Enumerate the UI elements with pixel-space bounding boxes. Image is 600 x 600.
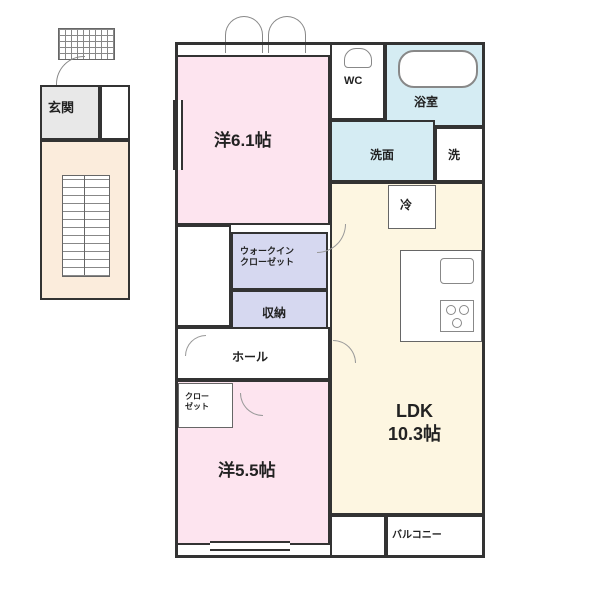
label-washer: 洗 bbox=[448, 148, 460, 163]
label-hall: ホール bbox=[232, 350, 268, 365]
entry-side bbox=[100, 85, 130, 140]
label-bath: 浴室 bbox=[414, 95, 438, 110]
kitchen-burner-3 bbox=[452, 318, 462, 328]
floorplan-stage: 玄関 洋6.1帖 WC 浴室 洗面 洗 LDK 10.3帖 冷 ウォークイン ク… bbox=[0, 0, 600, 600]
main-arc-l bbox=[225, 16, 263, 53]
entry-grid-top bbox=[58, 28, 115, 60]
kitchen-burner-2 bbox=[459, 305, 469, 315]
window-bed1 bbox=[173, 100, 183, 170]
label-closet2: クロー ゼット bbox=[185, 392, 209, 412]
label-fridge: 冷 bbox=[400, 198, 412, 213]
label-wc: WC bbox=[344, 75, 362, 89]
label-wic: ウォークイン クローゼット bbox=[240, 246, 294, 269]
label-bedroom1: 洋6.1帖 bbox=[214, 130, 272, 151]
main-arc-r bbox=[268, 16, 306, 53]
icon-toilet bbox=[344, 48, 372, 68]
icon-bathtub bbox=[398, 50, 478, 88]
label-senmen: 洗面 bbox=[370, 148, 394, 163]
kitchen-sink bbox=[440, 258, 474, 284]
room-ldk bbox=[330, 182, 485, 515]
label-balcony: バルコニー bbox=[392, 530, 442, 543]
label-storage: 収納 bbox=[262, 306, 286, 321]
entry-stairs bbox=[62, 175, 110, 277]
kitchen-burner-1 bbox=[446, 305, 456, 315]
label-genkan: 玄関 bbox=[48, 100, 74, 116]
room-stairs2 bbox=[175, 225, 231, 327]
room-balcony-left bbox=[330, 515, 386, 558]
entry-stair-rail bbox=[84, 175, 85, 275]
label-ldk: LDK 10.3帖 bbox=[388, 400, 441, 445]
entry-arc-1 bbox=[56, 56, 85, 85]
window-bed2 bbox=[210, 541, 290, 551]
label-bedroom2: 洋5.5帖 bbox=[218, 460, 276, 481]
